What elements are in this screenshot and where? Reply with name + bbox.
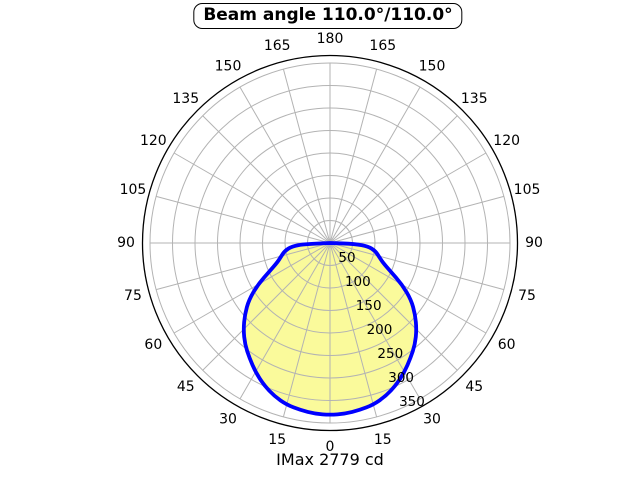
angle-label: 0 [326,439,335,455]
outer-ring [141,54,519,432]
angle-label: 165 [369,38,396,54]
grid-circle [149,62,511,424]
angle-label: 60 [144,337,162,353]
angle-label: 45 [177,379,195,395]
radius-label: 200 [367,322,393,338]
radius-label: 100 [345,274,371,290]
angle-label: 150 [215,58,242,74]
angle-label: 105 [514,182,541,198]
angle-label: 90 [525,235,543,251]
grid-circle [239,152,421,334]
angle-label: 105 [120,182,147,198]
angle-label: 60 [498,337,516,353]
angle-label: 180 [317,31,344,47]
chart-title-box: Beam angle 110.0°/110.0° [193,3,463,29]
grid-circle [262,175,398,311]
grid-circle [194,107,466,379]
imax-caption: IMax 2779 cd [276,450,384,469]
angle-label: 135 [172,91,199,107]
angle-label: 30 [423,412,441,428]
angle-label: 165 [264,38,291,54]
angle-label: 15 [268,432,286,448]
angle-label: 150 [419,58,446,74]
radius-label: 350 [399,394,425,410]
radius-label: 250 [377,346,403,362]
angle-label: 120 [140,133,167,149]
angle-label: 135 [461,91,488,107]
angle-label: 75 [518,288,536,304]
angle-label: 75 [124,288,142,304]
angle-label: 30 [219,412,237,428]
angle-label: 120 [493,133,520,149]
grid-circle [284,197,376,289]
grid-circle [172,85,488,401]
angle-label: 15 [374,432,392,448]
radius-label: 300 [388,370,414,386]
grid-circle [217,130,443,356]
beam-curve [241,241,419,417]
angle-label: 45 [465,379,483,395]
radius-label: 150 [356,298,382,314]
angle-label: 90 [117,235,135,251]
radius-label: 50 [338,250,355,266]
chart-title: Beam angle 110.0°/110.0° [203,5,453,25]
